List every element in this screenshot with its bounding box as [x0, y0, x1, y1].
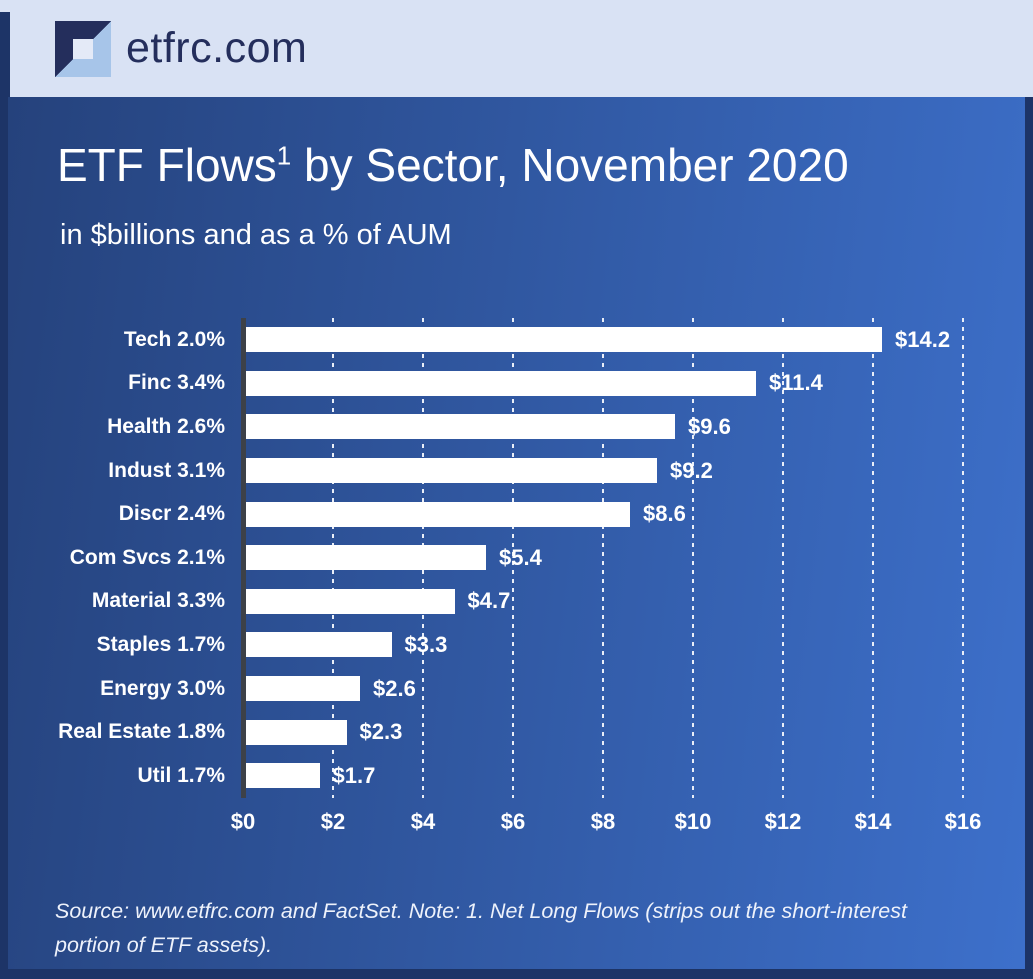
title-text-suffix: by Sector, November 2020 — [291, 139, 849, 191]
category-label: Finc 3.4% — [128, 371, 225, 395]
value-label: $9.2 — [670, 457, 713, 483]
value-label: $14.2 — [895, 326, 951, 352]
gridline — [692, 318, 694, 798]
chart-row: Tech 2.0% $14.2 — [8, 318, 963, 362]
bar-track: $1.7 — [243, 754, 963, 798]
gridline — [872, 318, 874, 798]
bar-track: $5.4 — [243, 536, 963, 580]
brand-text: etfrc.com — [126, 24, 308, 72]
chart-row: Staples 1.7% $3.3 — [8, 623, 963, 667]
bar — [243, 676, 360, 702]
bar-track: $9.6 — [243, 405, 963, 449]
category-label: Health 2.6% — [107, 414, 225, 438]
gridline — [782, 318, 784, 798]
page-title: ETF Flows1 by Sector, November 2020 — [57, 139, 849, 192]
bar — [243, 501, 630, 527]
bar — [243, 545, 486, 571]
bar-chart: Tech 2.0% $14.2 Finc 3.4% $11.4 Health 2.6% $… — [8, 318, 964, 798]
category-label: Real Estate 1.8% — [58, 720, 225, 744]
category-label: Discr 2.4% — [118, 502, 225, 526]
title-text: ETF Flows — [57, 139, 277, 191]
top-edge-sliver — [0, 0, 10, 12]
value-label: $2.6 — [373, 675, 416, 701]
chart-row: Health 2.6% $9.6 — [8, 405, 963, 449]
x-tick-label: $8 — [590, 809, 616, 834]
bar — [243, 632, 392, 658]
x-tick-label: $10 — [674, 809, 712, 834]
value-label: $4.7 — [467, 588, 511, 614]
category-label: Staples 1.7% — [96, 632, 225, 656]
category-label: Com Svcs 2.1% — [69, 545, 225, 569]
x-tick-label: $4 — [410, 809, 436, 834]
title-footnote-marker: 1 — [276, 140, 292, 171]
bar — [243, 327, 882, 353]
x-tick-label: $16 — [944, 809, 982, 834]
gridline — [512, 318, 514, 798]
bar-track: $2.3 — [243, 710, 963, 754]
category-label: Material 3.3% — [91, 589, 225, 613]
value-label: $8.6 — [643, 501, 686, 527]
value-label: $1.7 — [332, 762, 376, 788]
chart-row: Finc 3.4% $11.4 — [8, 362, 963, 406]
value-label: $11.4 — [769, 370, 823, 396]
bar-track: $14.2 — [243, 318, 963, 362]
x-tick-label: $14 — [854, 809, 892, 834]
bar — [243, 719, 347, 745]
chart-row: Discr 2.4% $8.6 — [8, 492, 963, 536]
bar — [243, 370, 756, 396]
page-subtitle: in $billions and as a % of AUM — [60, 219, 452, 251]
etfrc-logo-center-square — [73, 38, 93, 59]
bar-track: $3.3 — [243, 623, 963, 667]
chart-rows: Tech 2.0% $14.2 Finc 3.4% $11.4 Health 2.6% $… — [8, 318, 963, 798]
x-tick-label: $0 — [230, 809, 256, 834]
value-label: $2.3 — [359, 719, 403, 745]
value-label: $3.3 — [404, 631, 448, 657]
chart-row: Util 1.7% $1.7 — [8, 754, 963, 798]
bar-track: $9.2 — [243, 449, 963, 493]
value-label: $9.6 — [688, 413, 731, 439]
bar — [243, 588, 455, 614]
bar — [243, 763, 320, 789]
bar-track: $2.6 — [243, 667, 963, 711]
category-label: Tech 2.0% — [123, 327, 225, 351]
chart-row: Indust 3.1% $9.2 — [8, 449, 963, 493]
chart-panel: ETF Flows1 by Sector, November 2020 in $… — [8, 97, 1025, 969]
bar-track: $11.4 — [243, 362, 963, 406]
y-axis-line — [241, 318, 246, 798]
bar — [243, 458, 657, 484]
gridline — [602, 318, 604, 798]
value-label: $5.4 — [499, 544, 542, 570]
etfrc-logo-icon — [55, 20, 111, 77]
chart-row: Energy 3.0% $2.6 — [8, 667, 963, 711]
category-label: Energy 3.0% — [100, 676, 225, 700]
chart-row: Real Estate 1.8% $2.3 — [8, 710, 963, 754]
category-label: Indust 3.1% — [108, 458, 225, 482]
category-label: Util 1.7% — [137, 763, 225, 787]
bar-track: $4.7 — [243, 580, 963, 624]
x-tick-label: $2 — [320, 809, 346, 834]
chart-row: Material 3.3% $4.7 — [8, 580, 963, 624]
gridline — [962, 318, 964, 798]
x-axis-ticks: $0 $2 $4 $6 $8 $10 $12 $14 $16 — [231, 809, 982, 843]
chart-row: Com Svcs 2.1% $5.4 — [8, 536, 963, 580]
header-band: etfrc.com — [10, 0, 1033, 97]
bar — [243, 414, 675, 440]
source-note: Source: www.etfrc.com and FactSet. Note:… — [55, 899, 907, 957]
bar-track: $8.6 — [243, 492, 963, 536]
x-tick-label: $12 — [764, 809, 802, 834]
x-tick-label: $6 — [500, 809, 526, 834]
